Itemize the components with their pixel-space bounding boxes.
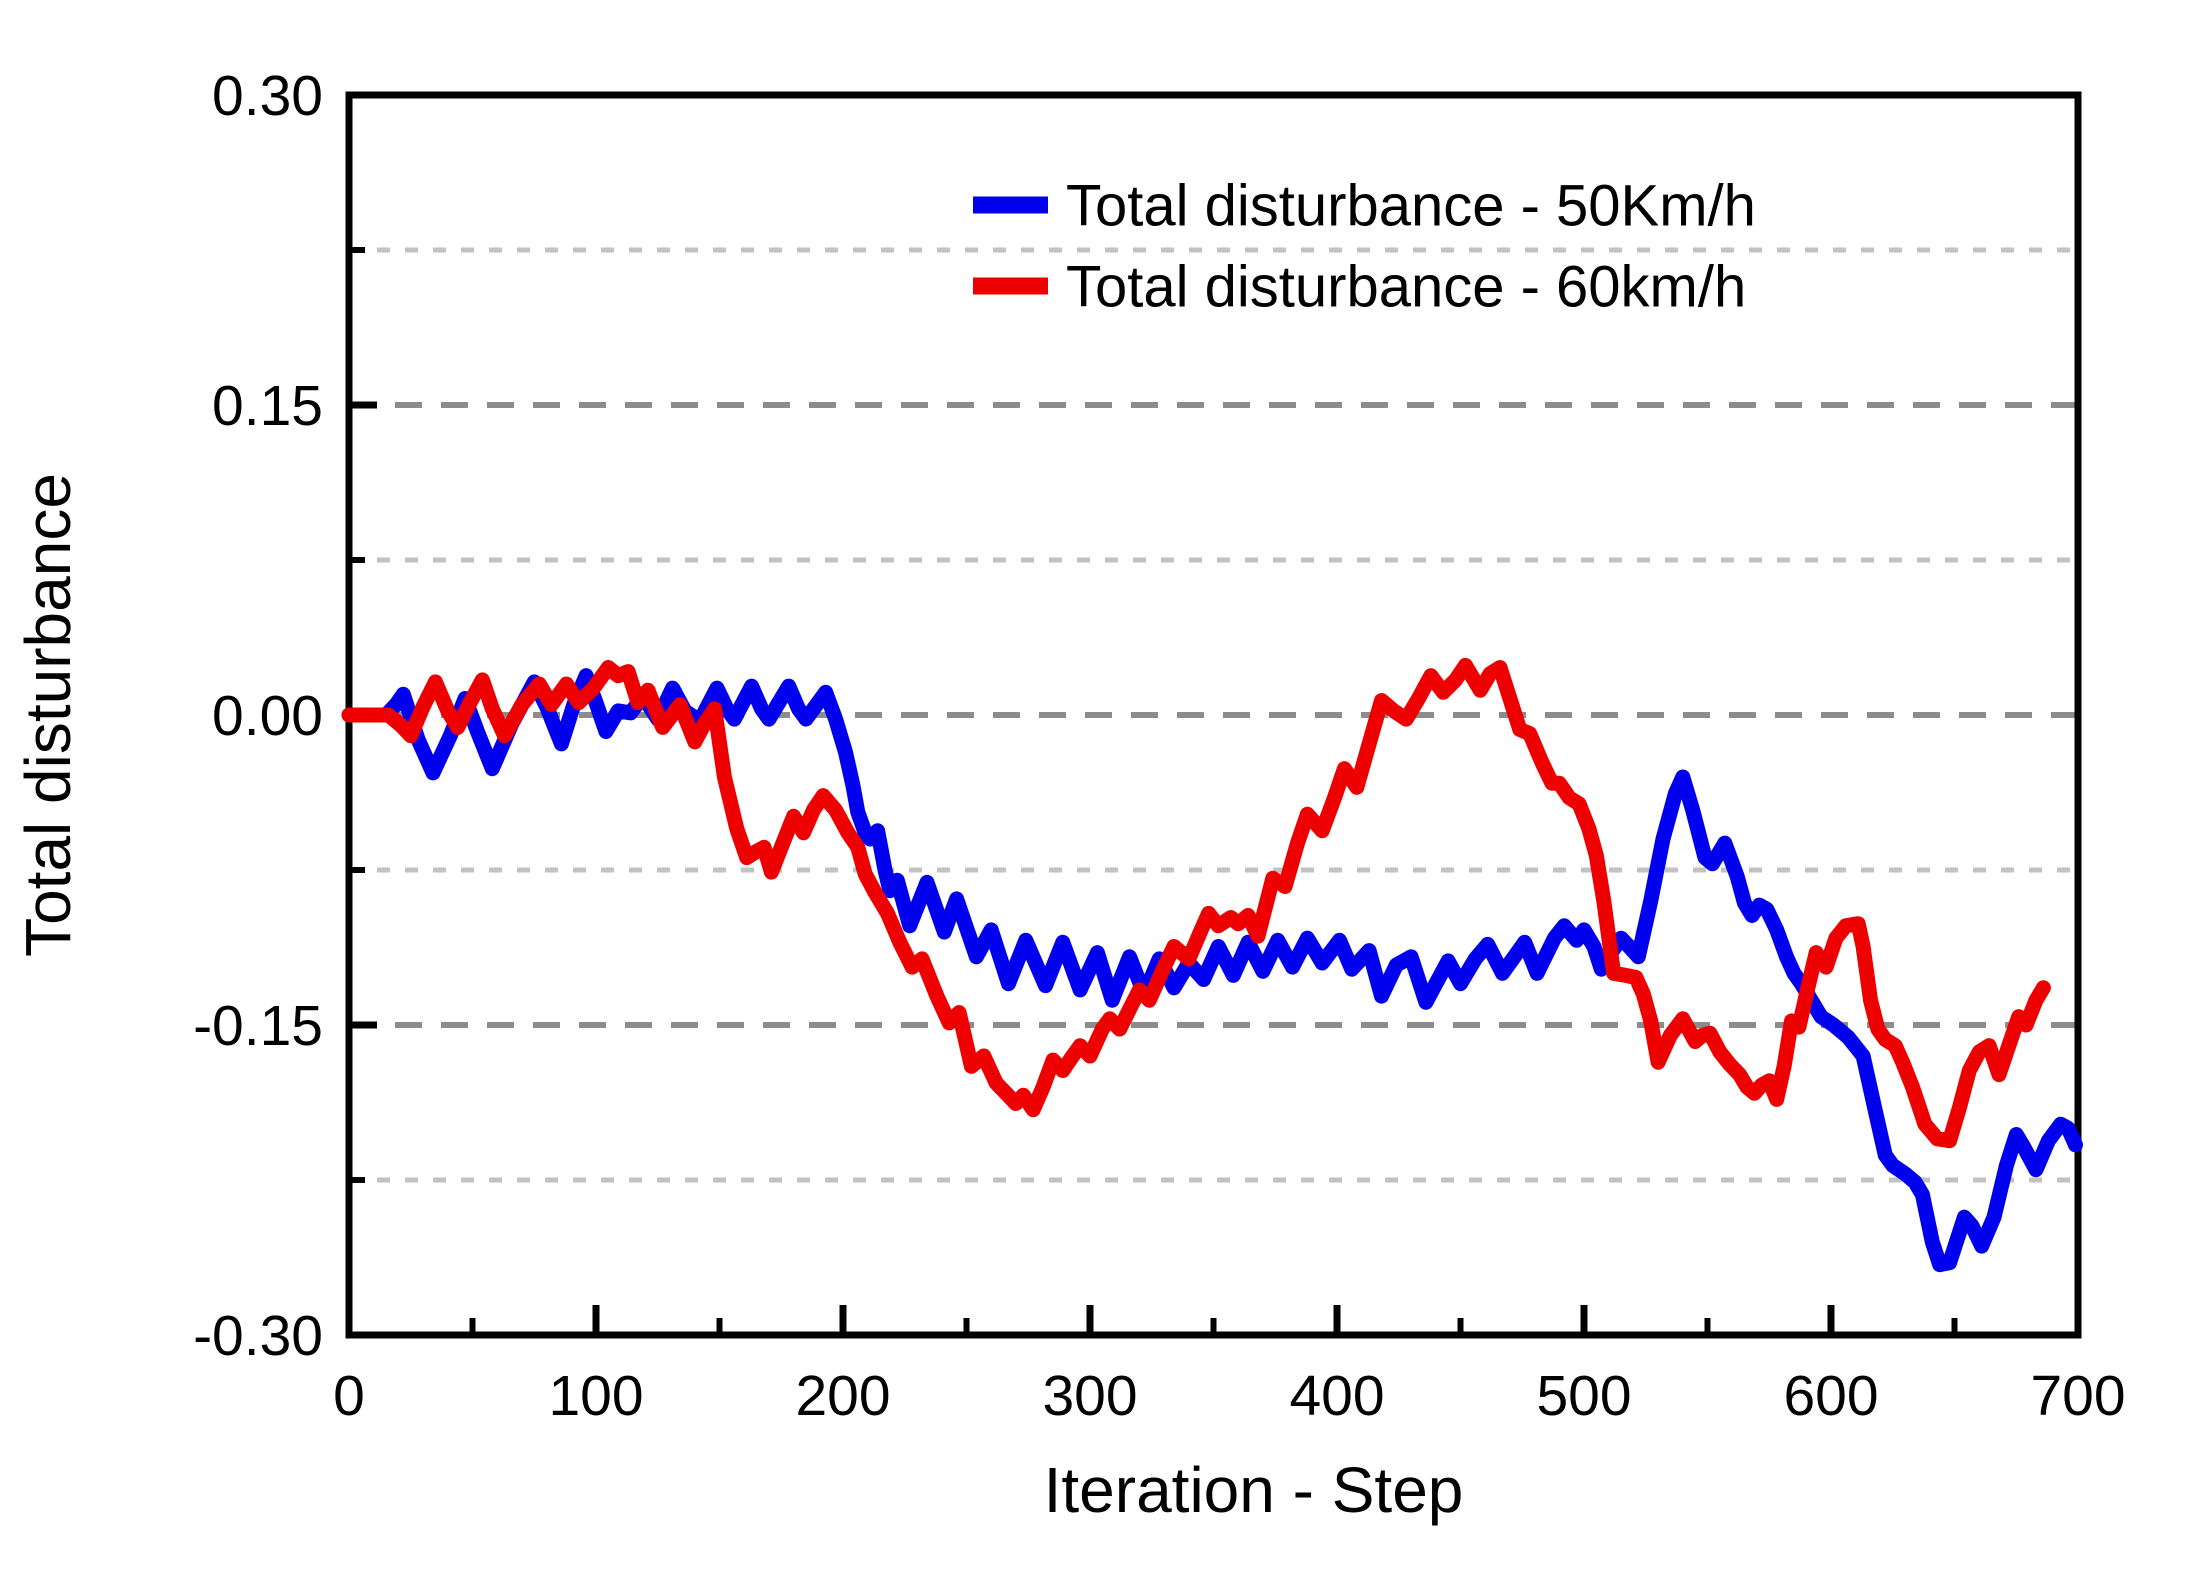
x-tick-label: 0	[333, 1364, 365, 1428]
axis-labels: 0.30 0.15 0.00 -0.15 -0.300 100 200 300 400 500 60…	[12, 64, 2126, 1526]
series-line-60kmh	[341, 657, 2051, 1149]
y-axis-title: Total disturbance	[12, 473, 84, 957]
x-axis-title: Iteration - Step	[1044, 1454, 1464, 1526]
legend-item-60kmh: Total disturbance - 60km/h	[973, 254, 1746, 319]
x-tick-label: 400	[1289, 1364, 1384, 1428]
series-lines	[341, 657, 2083, 1273]
legend-label: Total disturbance - 50Km/h	[1066, 173, 1756, 238]
legend-item-50kmh: Total disturbance - 50Km/h	[973, 173, 1756, 238]
x-tick-label: 300	[1042, 1364, 1137, 1428]
x-tick-label: 700	[2030, 1364, 2125, 1428]
legend-label: Total disturbance - 60km/h	[1066, 254, 1746, 319]
y-tick-label: 0.15	[212, 374, 323, 438]
x-tick-label: 500	[1536, 1364, 1631, 1428]
x-tick-label: 200	[795, 1364, 890, 1428]
x-tick-label: 600	[1783, 1364, 1878, 1428]
y-tick-label: 0.00	[212, 684, 323, 748]
y-tick-label: -0.15	[193, 994, 323, 1058]
x-tick-label: 100	[548, 1364, 643, 1428]
y-tick-label: -0.30	[193, 1304, 323, 1368]
legend: Total disturbance - 50Km/h Total disturba…	[973, 173, 1756, 319]
y-tick-label: 0.30	[212, 64, 323, 128]
